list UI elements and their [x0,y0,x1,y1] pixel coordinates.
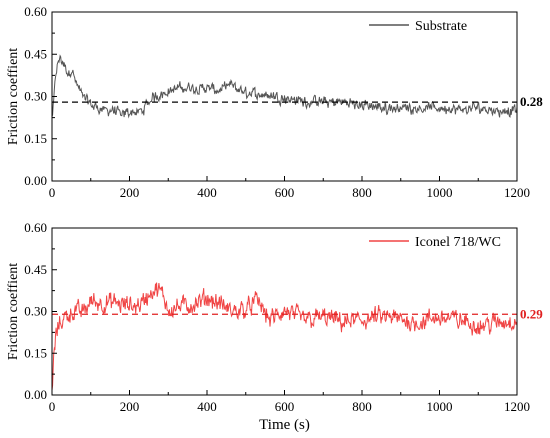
x-tick-label: 400 [197,185,217,200]
x-tick-label: 1000 [427,185,453,200]
y-tick-label: 0.15 [24,131,47,146]
legend-label: Iconel 718/WC [415,235,501,250]
y-tick-label: 0.45 [24,46,47,61]
x-tick-label: 0 [49,399,56,414]
x-tick-label: 200 [120,185,140,200]
x-axis-label: Time (s) [259,417,310,433]
y-tick-label: 0.60 [24,4,47,19]
legend-label: Substrate [415,19,467,34]
y-tick-label: 0.30 [24,304,47,319]
y-axis-label: Friction coeffient [6,263,21,360]
y-tick-label: 0.30 [24,89,47,104]
x-tick-label: 600 [275,399,295,414]
y-tick-label: 0.45 [24,262,47,277]
plot-frame [51,227,518,396]
y-axis-label: Friction coeffient [6,48,21,145]
y-tick-label: 0.60 [24,220,47,235]
chart-panel-top: 0.28 0 200 400 600 800 1000 1200 0.00 0.15 0.30 0.4… [6,4,543,200]
x-tick-label: 1000 [427,399,453,414]
x-tick-label: 800 [352,185,372,200]
x-tick-label: 800 [352,399,372,414]
mean-value-label: 0.29 [520,306,543,321]
x-tick-label: 600 [275,185,295,200]
x-tick-label: 1200 [504,399,530,414]
y-tick-label: 0.00 [24,387,47,402]
x-tick-label: 200 [120,399,140,414]
y-tick-label: 0.00 [24,173,47,188]
series-line-0 [51,282,518,391]
x-tick-label: 400 [197,399,217,414]
mean-value-label: 0.28 [520,94,543,109]
x-tick-label: 0 [49,185,56,200]
series-line-0 [51,54,518,119]
chart-panel-bottom: 0.29 0 200 400 600 800 1000 1200 0.00 0.15 0.30 0.4… [6,220,543,433]
y-tick-label: 0.15 [24,345,47,360]
x-tick-label: 1200 [504,185,530,200]
